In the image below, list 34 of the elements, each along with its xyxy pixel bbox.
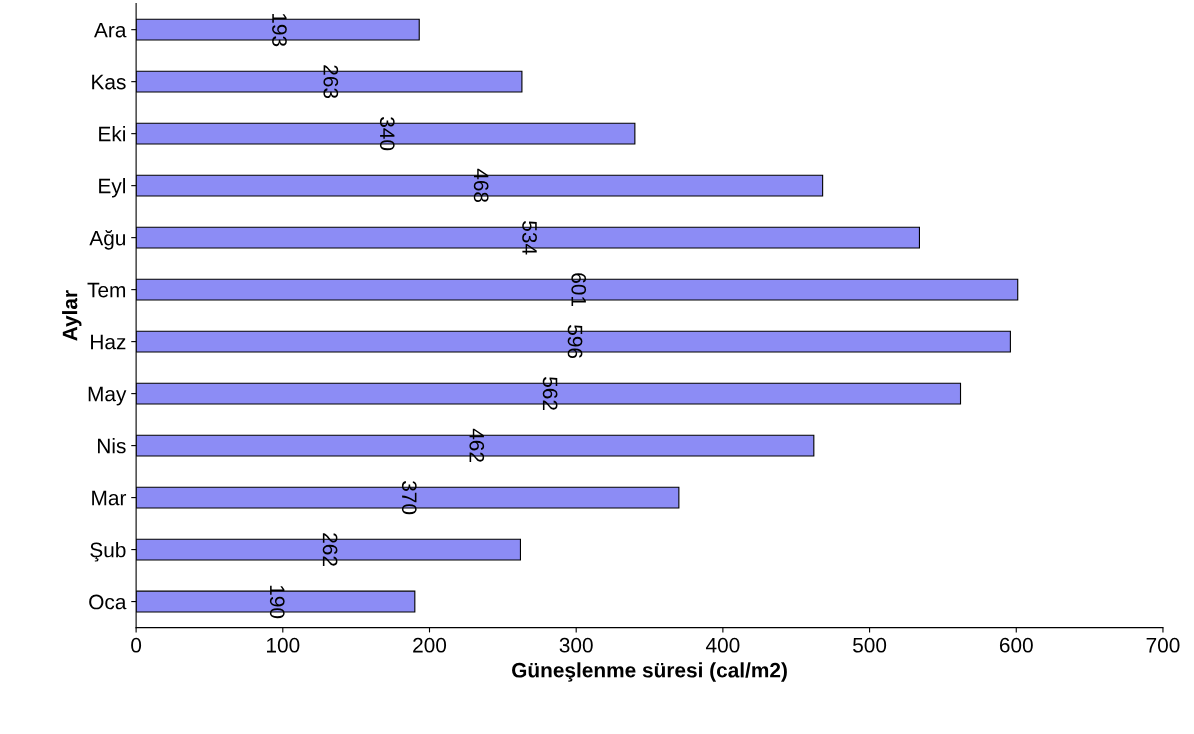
data-label: 263 [323, 65, 339, 99]
data-label: 468 [473, 168, 489, 203]
x-tick-label: 0 [131, 637, 142, 653]
y-tick-label: Ağu [89, 229, 126, 250]
y-tick-label: Haz [91, 334, 126, 350]
data-label: 601 [571, 273, 587, 306]
data-label: 562 [542, 377, 558, 410]
y-tick-label: Şub [90, 542, 126, 562]
y-tick-label: Tem [87, 282, 126, 298]
x-tick-label: 200 [413, 637, 447, 653]
y-tick-label: Nis [98, 438, 126, 454]
data-label: 262 [322, 533, 338, 566]
x-tick-label: 500 [853, 637, 887, 653]
x-axis-title: Güneşlenme süresi (cal/m2) [512, 662, 787, 682]
y-axis-title: Aylar [62, 290, 82, 341]
y-tick-label: Eki [99, 126, 125, 142]
y-tick-label: Ara [94, 22, 127, 38]
y-tick-label: May [88, 386, 127, 406]
x-tick-label: 600 [999, 637, 1033, 653]
y-tick-label: Eyl [99, 178, 125, 198]
x-tick-label: 400 [705, 637, 740, 653]
y-tick-label: Oca [89, 594, 127, 610]
y-tick-label: Kas [92, 74, 126, 90]
data-label: 340 [379, 117, 395, 151]
data-label: 370 [401, 481, 417, 515]
data-label: 190 [269, 585, 285, 619]
data-label: 534 [522, 221, 537, 255]
data-label: 462 [469, 428, 485, 462]
x-tick-label: 300 [559, 637, 593, 653]
data-label: 193 [272, 13, 287, 47]
data-label: 596 [567, 325, 583, 359]
x-tick-label: 700 [1146, 637, 1180, 653]
y-tick-label: Mar [92, 490, 127, 506]
x-tick-label: 100 [267, 637, 300, 653]
